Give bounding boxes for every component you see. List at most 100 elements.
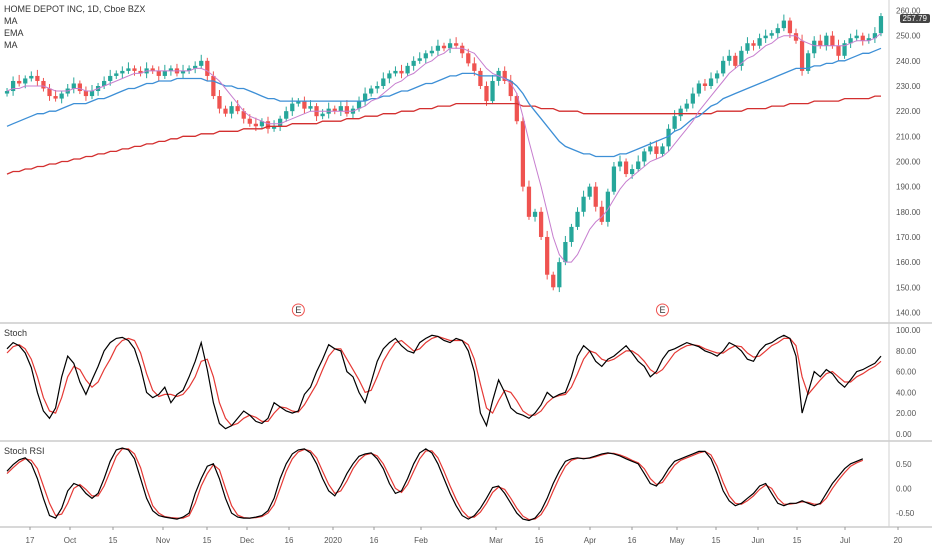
time-tick-label: 16 bbox=[628, 536, 637, 545]
stoch-tick-label: 80.00 bbox=[896, 347, 917, 356]
time-tick-label: 2020 bbox=[324, 536, 342, 545]
time-tick-label: 15 bbox=[712, 536, 721, 545]
time-tick-label: Oct bbox=[64, 536, 77, 545]
candle bbox=[278, 118, 283, 127]
earnings-marker[interactable]: E bbox=[655, 303, 669, 317]
candle bbox=[399, 70, 404, 74]
time-tick-label: Jun bbox=[752, 536, 765, 545]
candle bbox=[551, 274, 556, 288]
indicator-ma-slow-label[interactable]: MA bbox=[4, 40, 18, 50]
time-tick-label: 16 bbox=[535, 536, 544, 545]
candle bbox=[642, 151, 647, 162]
candle bbox=[35, 75, 40, 81]
price-tick-label: 200.00 bbox=[896, 157, 921, 166]
candle bbox=[259, 121, 265, 127]
stochrsi-k-line bbox=[6, 447, 864, 522]
candle bbox=[751, 43, 756, 46]
candle bbox=[265, 121, 271, 129]
candle bbox=[502, 70, 507, 81]
indicator-ema-label[interactable]: EMA bbox=[4, 28, 24, 38]
candle bbox=[848, 38, 853, 44]
candle bbox=[611, 166, 617, 192]
time-tick-label: 15 bbox=[203, 536, 212, 545]
candle bbox=[484, 86, 489, 102]
candle bbox=[587, 186, 592, 197]
earnings-marker-circle bbox=[655, 303, 669, 317]
candle bbox=[672, 116, 677, 129]
candle bbox=[199, 60, 204, 66]
candle bbox=[423, 53, 428, 59]
price-tick-label: 150.00 bbox=[896, 283, 921, 292]
stoch-pane-label[interactable]: Stoch bbox=[4, 328, 28, 338]
stochrsi-tick-label: -0.50 bbox=[896, 509, 915, 518]
stochrsi-tick-label: 0.50 bbox=[896, 460, 912, 469]
earnings-marker-label: E bbox=[659, 305, 665, 315]
price-tick-label: 190.00 bbox=[896, 183, 921, 192]
candle bbox=[308, 106, 313, 109]
indicator-ma-label[interactable]: MA bbox=[4, 16, 18, 26]
candle bbox=[648, 146, 653, 152]
stoch-tick-label: 0.00 bbox=[896, 430, 912, 439]
candle bbox=[460, 45, 465, 54]
candle bbox=[253, 123, 258, 127]
stochrsi-pane-label[interactable]: Stoch RSI bbox=[4, 446, 45, 456]
candle bbox=[284, 111, 289, 119]
stoch-tick-label: 40.00 bbox=[896, 388, 917, 397]
candles bbox=[4, 13, 884, 293]
candle bbox=[53, 96, 58, 99]
candle bbox=[320, 113, 325, 117]
candle bbox=[387, 73, 392, 79]
candle bbox=[757, 38, 762, 46]
candle bbox=[47, 88, 52, 97]
candle bbox=[508, 80, 513, 97]
price-tick-label: 180.00 bbox=[896, 208, 921, 217]
price-tick-label: 210.00 bbox=[896, 132, 921, 141]
candle bbox=[520, 121, 526, 187]
candle bbox=[393, 70, 398, 74]
price-tick-label: 250.00 bbox=[896, 32, 921, 41]
candle bbox=[108, 75, 113, 81]
candle bbox=[193, 65, 198, 69]
time-tick-label: 20 bbox=[894, 536, 903, 545]
candle bbox=[405, 65, 410, 74]
candle bbox=[878, 16, 884, 34]
candle bbox=[727, 55, 732, 61]
candle bbox=[654, 146, 659, 154]
candle bbox=[411, 60, 416, 66]
candle bbox=[223, 108, 228, 114]
candle bbox=[599, 206, 604, 222]
candle bbox=[812, 40, 817, 54]
stochrsi-d-line bbox=[6, 448, 864, 521]
candle bbox=[696, 83, 702, 94]
candle bbox=[132, 68, 137, 71]
candle bbox=[417, 58, 422, 61]
candle bbox=[454, 43, 459, 46]
earnings-marker[interactable]: E bbox=[291, 303, 305, 317]
candle bbox=[745, 43, 750, 51]
candle bbox=[138, 70, 143, 74]
candle bbox=[702, 83, 708, 86]
candle bbox=[290, 103, 295, 112]
candle bbox=[733, 55, 738, 66]
candle bbox=[605, 191, 610, 222]
candle bbox=[514, 96, 519, 122]
time-tick-label: 16 bbox=[285, 536, 294, 545]
stoch-d-line bbox=[6, 335, 882, 427]
candle bbox=[775, 28, 780, 34]
candle bbox=[714, 73, 720, 79]
earnings-marker-circle bbox=[291, 303, 305, 317]
candle bbox=[830, 35, 835, 46]
price-tick-label: 260.00 bbox=[896, 7, 921, 16]
candle bbox=[690, 93, 695, 104]
candle bbox=[10, 80, 16, 92]
candle bbox=[271, 126, 277, 129]
price-tick-label: 140.00 bbox=[896, 308, 921, 317]
candle bbox=[623, 161, 629, 175]
symbol-title[interactable]: HOME DEPOT INC, 1D, Cboe BZX bbox=[4, 4, 146, 14]
candle bbox=[156, 70, 161, 76]
time-tick-label: Mar bbox=[489, 536, 503, 545]
price-tick-label: 170.00 bbox=[896, 233, 921, 242]
candle bbox=[666, 128, 671, 147]
candle bbox=[435, 45, 441, 51]
